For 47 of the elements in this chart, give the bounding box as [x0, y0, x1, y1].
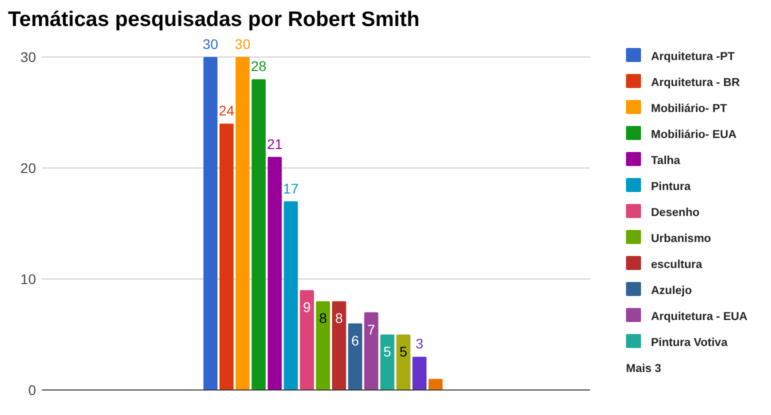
legend-label: Pintura: [651, 181, 692, 193]
data-label: 30: [234, 36, 251, 52]
bar: [380, 334, 394, 390]
legend-label: Mobiliário- PT: [651, 103, 728, 115]
data-label: 28: [250, 58, 267, 74]
legend-label: Azulejo: [651, 285, 692, 297]
bar: [252, 79, 266, 390]
bar: [396, 334, 410, 390]
data-label: 21: [266, 136, 283, 152]
y-tick-label: 30: [20, 49, 36, 65]
legend-label: Talha: [651, 155, 681, 167]
text: Mais 3: [626, 363, 662, 375]
bar: [348, 323, 362, 390]
legend-label: Arquitetura - BR: [651, 77, 740, 89]
legend-label: escultura: [651, 259, 703, 271]
bar: [219, 124, 234, 390]
y-tick-label: 0: [28, 382, 36, 398]
bar: [300, 290, 314, 390]
data-label: 8: [319, 310, 328, 326]
y-tick-label: 10: [20, 271, 36, 287]
legend-label: Pintura Votiva: [651, 337, 728, 349]
legend-label: Urbanismo: [651, 233, 712, 245]
bar: [332, 301, 346, 390]
data-label: 7: [367, 321, 376, 338]
bar: [316, 301, 330, 390]
bar: [412, 356, 427, 390]
bar: [268, 156, 282, 390]
data-label: 6: [351, 332, 360, 348]
legend-label: Desenho: [651, 207, 700, 219]
data-label: 3: [416, 336, 424, 352]
bar: [364, 312, 378, 390]
bar: [203, 57, 218, 390]
legend-label: Mobiliário- EUA: [651, 129, 737, 141]
bar: [236, 57, 250, 390]
legend-label: Arquitetura - EUA: [651, 311, 748, 323]
bar: [428, 378, 443, 390]
data-label: 17: [283, 180, 299, 196]
chart-title: Temáticas pesquisadas por Robert Smith: [8, 8, 420, 31]
y-tick-label: 20: [20, 160, 36, 176]
data-label: 5: [400, 344, 408, 360]
data-label: 8: [335, 310, 344, 326]
legend-label: Arquitetura -PT: [651, 51, 735, 63]
data-label: 24: [218, 102, 235, 119]
data-label: 30: [202, 36, 218, 52]
bar: [284, 201, 298, 390]
data-label: 9: [303, 299, 312, 316]
data-label: 5: [383, 344, 392, 360]
